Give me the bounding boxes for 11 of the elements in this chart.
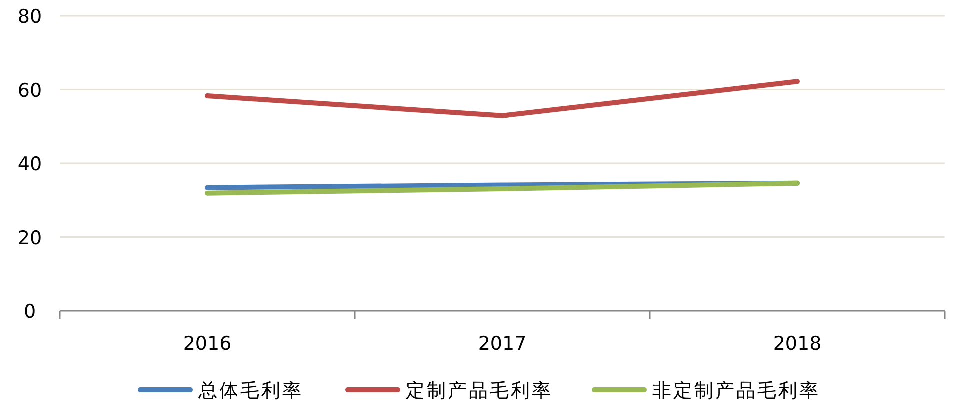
y-tick-label: 0 xyxy=(24,301,36,323)
legend-label: 非定制产品毛利率 xyxy=(652,380,820,402)
legend-label: 总体毛利率 xyxy=(198,380,304,402)
y-tick-label: 80 xyxy=(18,6,42,28)
y-tick-label: 60 xyxy=(18,80,42,102)
x-tick-label: 2017 xyxy=(478,333,527,355)
y-tick-label: 40 xyxy=(18,154,42,176)
x-tick-label: 2016 xyxy=(183,333,232,355)
x-tick-label: 2018 xyxy=(773,333,822,355)
y-tick-label: 20 xyxy=(18,227,42,250)
legend-label: 定制产品毛利率 xyxy=(406,380,553,402)
